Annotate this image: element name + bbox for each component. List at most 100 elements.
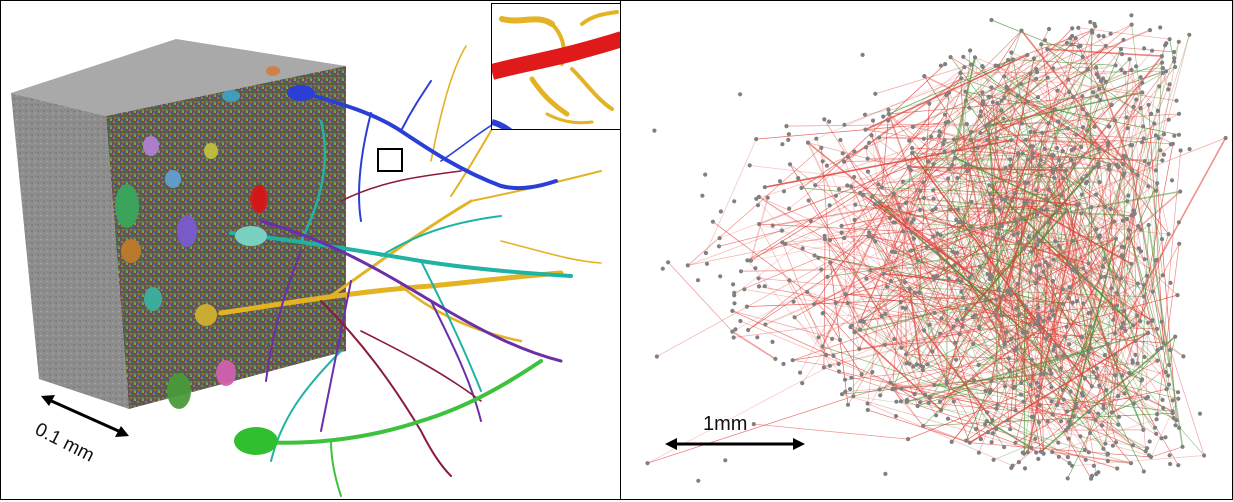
- graph-edge: [647, 365, 831, 464]
- graph-edge: [1032, 202, 1141, 230]
- graph-node: [1153, 258, 1158, 263]
- graph-node: [1004, 330, 1009, 335]
- graph-edge: [970, 131, 1014, 389]
- graph-node: [968, 48, 973, 53]
- graph-node: [899, 386, 904, 391]
- graph-node: [1071, 94, 1076, 99]
- graph-node: [1167, 37, 1172, 42]
- graph-node: [1096, 75, 1101, 80]
- graph-node: [999, 108, 1004, 113]
- graph-edge: [980, 70, 1167, 134]
- graph-node: [1112, 118, 1118, 123]
- graph-edge: [1082, 355, 1134, 405]
- graph-node: [1019, 216, 1024, 221]
- graph-node: [904, 361, 909, 366]
- graph-node: [710, 219, 715, 224]
- graph-node: [1072, 146, 1077, 151]
- graph-node: [920, 364, 926, 370]
- graph-node: [1140, 90, 1145, 95]
- graph-edge: [868, 163, 934, 237]
- graph-edge: [1007, 88, 1149, 187]
- graph-node: [953, 155, 958, 160]
- graph-edge: [867, 157, 1011, 160]
- graph-node: [891, 191, 896, 196]
- graph-edge: [827, 236, 869, 278]
- graph-node: [1030, 200, 1035, 205]
- graph-node: [1047, 368, 1053, 373]
- graph-node: [1130, 168, 1135, 173]
- graph-node: [1043, 259, 1048, 265]
- graph-node: [851, 394, 856, 399]
- reconstruction-render: [11, 39, 602, 497]
- graph-node: [1091, 370, 1096, 375]
- graph-node: [1089, 473, 1095, 478]
- graph-node: [999, 224, 1004, 229]
- graph-node: [1028, 129, 1033, 134]
- graph-node: [1107, 162, 1112, 167]
- graph-edge: [881, 315, 1038, 324]
- graph-node: [967, 105, 972, 110]
- graph-node: [978, 437, 983, 442]
- graph-node: [1092, 124, 1097, 129]
- graph-edge: [979, 265, 1118, 307]
- graph-node: [787, 162, 793, 167]
- graph-node: [1146, 184, 1151, 189]
- graph-edge: [843, 77, 962, 163]
- graph-edge: [999, 209, 1153, 322]
- graph-edge: [789, 280, 840, 365]
- graph-node: [986, 121, 991, 127]
- graph-edge: [867, 193, 895, 404]
- graph-node: [953, 340, 958, 345]
- graph-node: [852, 330, 857, 335]
- graph-edge: [859, 30, 1022, 194]
- graph-node: [1098, 79, 1104, 84]
- graph-node: [820, 344, 825, 349]
- graph-node: [947, 90, 952, 95]
- graph-node: [934, 413, 939, 418]
- graph-node: [906, 437, 911, 442]
- graph-node: [1080, 107, 1085, 112]
- graph-node: [1038, 157, 1043, 162]
- graph-node: [877, 387, 882, 392]
- graph-node: [950, 249, 955, 254]
- graph-node: [1111, 317, 1116, 322]
- graph-edge: [1020, 310, 1125, 384]
- graph-node: [909, 220, 914, 225]
- graph-node: [798, 370, 803, 375]
- graph-node: [1015, 231, 1020, 236]
- graph-node: [959, 76, 964, 81]
- graph-node: [946, 167, 951, 172]
- graph-node: [935, 231, 940, 236]
- graph-node: [1018, 392, 1024, 397]
- graph-node: [1008, 138, 1014, 143]
- graph-node: [1119, 253, 1124, 258]
- graph-node: [989, 17, 994, 23]
- graph-node: [1061, 397, 1066, 402]
- graph-node: [892, 337, 897, 342]
- graph-edge: [1068, 297, 1097, 475]
- graph-node: [840, 151, 845, 156]
- graph-node: [1124, 216, 1130, 222]
- graph-node: [845, 402, 851, 407]
- graph-node: [744, 304, 749, 309]
- graph-node: [1080, 177, 1085, 182]
- graph-edge: [922, 425, 971, 444]
- graph-node: [1098, 275, 1103, 280]
- graph-edge: [1020, 30, 1133, 172]
- graph-node: [1093, 192, 1099, 197]
- graph-node: [1101, 446, 1106, 451]
- graph-node: [849, 184, 854, 189]
- graph-node: [1172, 49, 1177, 55]
- graph-node: [1036, 456, 1041, 461]
- graph-node: [1096, 235, 1101, 240]
- graph-node: [1176, 132, 1182, 137]
- graph-node: [827, 119, 832, 124]
- graph-node: [1037, 316, 1043, 321]
- graph-edge: [840, 139, 920, 293]
- graph-node: [1105, 458, 1110, 464]
- graph-node: [1094, 472, 1099, 477]
- graph-edge: [1002, 182, 1158, 297]
- graph-node: [998, 313, 1004, 318]
- graph-node: [1157, 84, 1162, 89]
- graph-node: [865, 401, 870, 406]
